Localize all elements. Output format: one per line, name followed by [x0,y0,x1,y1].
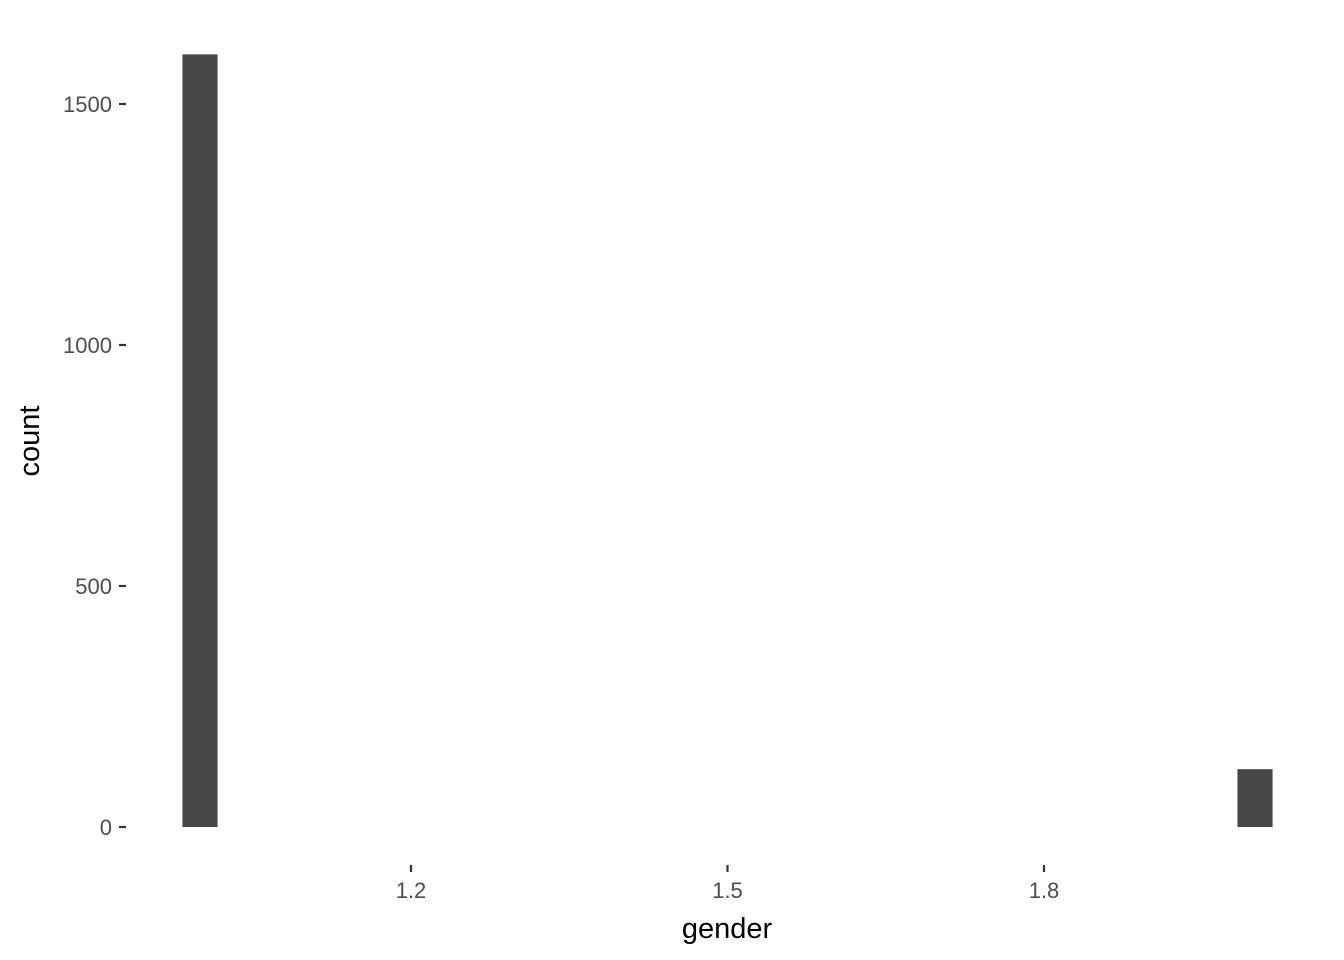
x-axis: 1.2 1.5 1.8 [396,865,1060,903]
y-axis-title: count [14,406,46,477]
y-axis: 0 500 1000 1500 [63,92,126,840]
histogram-bar-0 [182,54,218,827]
x-tick-label-0: 1.2 [396,878,427,903]
y-tick-label-0: 0 [100,815,112,840]
x-axis-title: gender [682,913,773,945]
x-tick-label-2: 1.8 [1029,878,1060,903]
y-tick-label-1: 500 [75,574,112,599]
x-tick-label-1: 1.5 [712,878,743,903]
histogram-bar-1 [1237,769,1273,827]
bars-group [182,54,1273,827]
y-tick-label-3: 1500 [63,92,112,117]
y-tick-label-2: 1000 [63,333,112,358]
